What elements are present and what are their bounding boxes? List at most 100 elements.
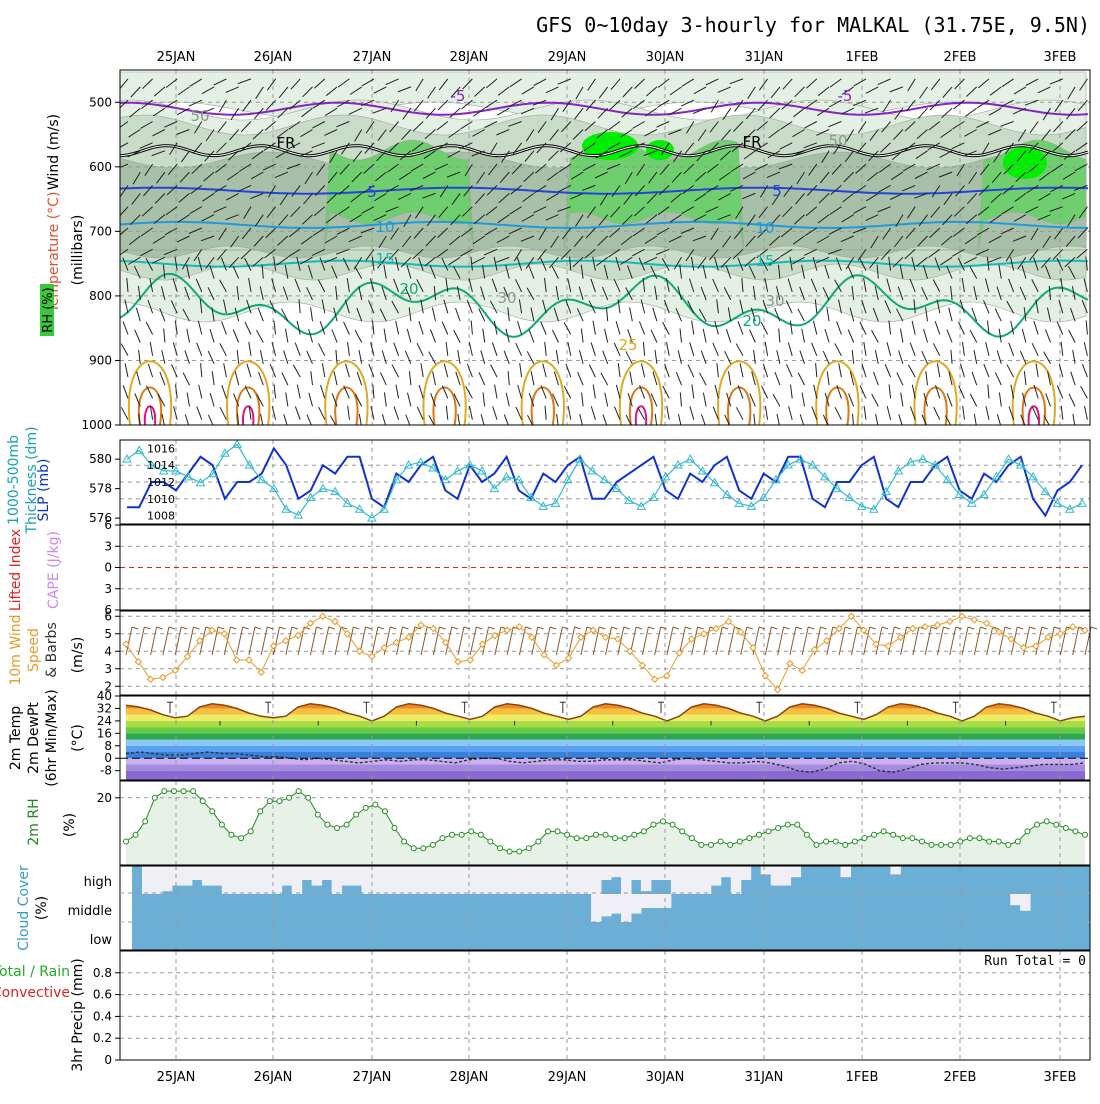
- cloud-clear-cell: [660, 894, 672, 908]
- wind-barb: [1058, 299, 1064, 314]
- wind-barb: [374, 192, 387, 202]
- isotherm-30: [236, 386, 261, 425]
- wind-barb: [680, 227, 694, 234]
- wind-barb: [190, 184, 203, 195]
- wind-barb: [455, 371, 461, 386]
- wind-barb: [138, 413, 141, 425]
- wind-barb: [963, 256, 977, 265]
- wind-barb: [909, 342, 916, 356]
- wind-barb: [436, 248, 449, 258]
- wind-barb: [569, 256, 572, 271]
- cloud-clear-cell: [431, 866, 442, 894]
- wind-barb: [122, 321, 129, 335]
- wind-barb: [849, 371, 855, 386]
- wind10m-point: [269, 642, 278, 650]
- wind-barb: [692, 107, 707, 114]
- wind-barb: [562, 227, 572, 240]
- wind-barb: [1077, 227, 1088, 239]
- cloud-clear-cell: [411, 866, 422, 894]
- y-tick-label: 0: [104, 561, 112, 575]
- wind-barb: [565, 363, 572, 378]
- wind-barb: [732, 121, 744, 132]
- thickness-point: [636, 501, 647, 510]
- wind-barb: [914, 171, 928, 179]
- cloud-clear-cell: [1020, 894, 1031, 911]
- surface-wind-barb: [420, 626, 428, 656]
- wind-barb: [684, 142, 695, 155]
- wind-barb: [1067, 214, 1076, 227]
- wind-barb: [709, 248, 719, 261]
- wind-barb: [928, 121, 941, 131]
- wind-barb: [643, 150, 658, 157]
- wind-barb: [273, 384, 277, 399]
- y-tick-label: 700: [89, 224, 112, 238]
- wind-barb: [1017, 129, 1027, 142]
- wind-barb: [940, 256, 953, 266]
- wind-barb: [597, 107, 609, 119]
- wind-barb: [418, 257, 424, 271]
- wind-barb: [204, 150, 215, 162]
- temp-stripe: [126, 708, 1085, 715]
- wind-barb: [741, 277, 744, 292]
- wind-barb: [791, 150, 805, 157]
- surface-wind-barb: [727, 626, 735, 656]
- wind-barb: [602, 286, 609, 301]
- wind10m-point: [798, 666, 806, 675]
- wind-barb: [472, 129, 485, 137]
- wind-barb: [597, 235, 609, 247]
- contour-label-20: 20: [399, 280, 418, 298]
- cloud-clear-cell: [581, 866, 592, 894]
- wind-barb: [352, 150, 363, 163]
- wind-barb: [934, 257, 941, 271]
- wind-barb: [172, 342, 178, 356]
- wind-barb: [562, 99, 572, 112]
- wind-barb: [1039, 171, 1051, 181]
- wind-barb: [1058, 363, 1064, 378]
- wind-barb: [923, 328, 928, 343]
- wind-barb: [816, 129, 830, 136]
- wind-barb: [758, 206, 768, 219]
- wind-barb: [468, 278, 473, 293]
- wind-barb: [248, 341, 252, 356]
- wind-barb: [217, 121, 227, 133]
- label-2m-rh: 2m RH: [26, 798, 42, 845]
- wind-barb: [404, 286, 412, 301]
- wind-barb: [361, 78, 375, 87]
- cloud-clear-cell: [601, 866, 612, 880]
- rh2m-point: [266, 798, 273, 805]
- wind-barb: [406, 328, 412, 343]
- surface-wind-barb: [740, 626, 748, 656]
- wind-barb: [439, 185, 449, 198]
- wind-barb: [1053, 121, 1064, 133]
- wind-barb: [863, 341, 867, 356]
- y-tick-label: 16: [97, 726, 112, 740]
- wind-barb: [376, 150, 387, 162]
- wind10m-point: [159, 673, 167, 682]
- wind-barb: [252, 129, 264, 140]
- wind-barb: [279, 193, 289, 206]
- wind-barb: [152, 129, 166, 137]
- rh2m-point: [861, 835, 868, 842]
- rh2m-point: [218, 821, 225, 828]
- wind-barb: [327, 171, 338, 184]
- wind-barb: [1056, 321, 1064, 335]
- wind-barb: [670, 193, 682, 203]
- wind-barb: [650, 329, 658, 343]
- wind-barb: [787, 278, 793, 293]
- wind-barb: [256, 393, 264, 407]
- wind-barb: [292, 364, 301, 378]
- thickness-point: [930, 460, 940, 469]
- wind-barb: [750, 307, 756, 322]
- wind-barb: [277, 107, 289, 119]
- wind-barb: [907, 364, 916, 378]
- wind-barb: [896, 308, 904, 322]
- wind-barb: [600, 372, 609, 386]
- surface-wind-barb-flag: [844, 626, 852, 630]
- wind-barb: [540, 257, 547, 271]
- wind-barb: [347, 341, 350, 356]
- temp-stripe: [126, 745, 1085, 752]
- wind10m-point: [134, 658, 143, 666]
- rh2m-point: [276, 798, 283, 805]
- wind-barb: [441, 385, 449, 399]
